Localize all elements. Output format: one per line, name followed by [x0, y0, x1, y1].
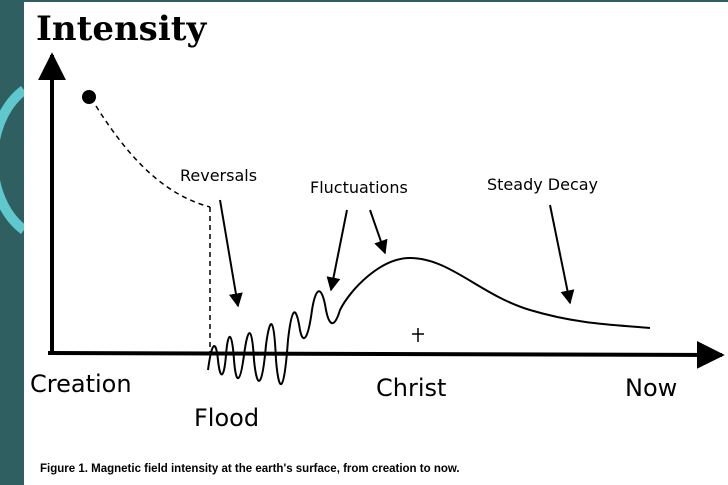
- arrow: [219, 199, 243, 308]
- dashed-decay: [95, 105, 211, 208]
- intensity-curve: [207, 256, 651, 385]
- arrow: [326, 209, 348, 292]
- x-label: Creation: [30, 370, 132, 398]
- arrow: [549, 204, 575, 305]
- x-axis: [47, 340, 725, 369]
- caption: Figure 1. Magnetic field intensity at th…: [40, 463, 460, 475]
- start-dot: [82, 90, 96, 104]
- decor-arc: [0, 85, 28, 235]
- annotation: Fluctuations: [310, 178, 408, 197]
- annotation: Steady Decay: [487, 175, 598, 194]
- arrow: [369, 209, 388, 255]
- x-label: Christ: [376, 374, 446, 402]
- x-label: Flood: [194, 404, 259, 432]
- figure: [24, 2, 728, 485]
- x-label: Now: [625, 374, 677, 402]
- annotation: Reversals: [180, 166, 257, 185]
- title: Intensity: [36, 9, 207, 49]
- plus-marker: [412, 328, 424, 342]
